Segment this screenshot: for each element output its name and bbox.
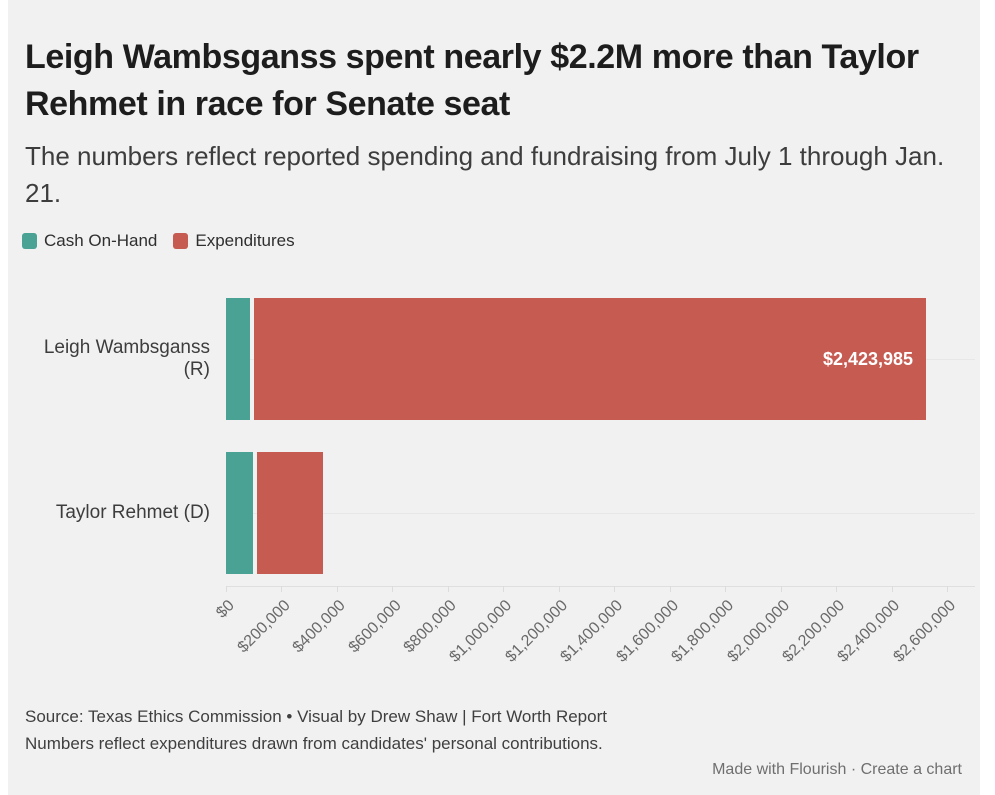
x-tick-mark bbox=[392, 586, 394, 592]
legend-item-expenditures[interactable]: Expenditures bbox=[173, 231, 295, 251]
x-tick-mark bbox=[891, 586, 893, 592]
bar-segment-expenditures[interactable]: $2,423,985 bbox=[253, 298, 927, 420]
bar-segment-expenditures[interactable] bbox=[256, 452, 324, 574]
x-tick-mark bbox=[226, 586, 227, 592]
chart-subtitle: The numbers reflect reported spending an… bbox=[25, 141, 945, 208]
create-a-chart-link[interactable]: Create a chart bbox=[860, 761, 962, 778]
category-label: Leigh Wambsganss (R) bbox=[43, 337, 210, 380]
legend: Cash On-Hand Expenditures bbox=[22, 231, 295, 251]
row-gridline bbox=[226, 513, 975, 514]
x-tick-mark bbox=[725, 586, 727, 592]
legend-swatch-cash-icon bbox=[22, 233, 37, 249]
credit-separator: · bbox=[850, 761, 857, 778]
legend-swatch-expenditures-icon bbox=[173, 233, 189, 249]
legend-label: Cash On-Hand bbox=[44, 231, 158, 250]
footer-text: Source: Texas Ethics Commission • Visual… bbox=[25, 703, 607, 757]
source-line: Source: Texas Ethics Commission • Visual… bbox=[25, 707, 607, 726]
x-tick-mark bbox=[503, 586, 505, 592]
bar-value-label: $2,423,985 bbox=[822, 348, 914, 369]
note-line: Numbers reflect expenditures drawn from … bbox=[25, 734, 603, 753]
bar-segment-cash-on-hand[interactable] bbox=[226, 298, 250, 420]
made-with-flourish-link[interactable]: Made with Flourish bbox=[712, 761, 847, 778]
flourish-credit: Made with Flourish · Create a chart bbox=[712, 761, 962, 779]
category-label: Taylor Rehmet (D) bbox=[55, 502, 210, 523]
x-axis-line bbox=[226, 586, 975, 587]
x-tick-mark bbox=[336, 586, 338, 592]
x-tick-mark bbox=[281, 586, 283, 592]
x-tick-mark bbox=[836, 586, 838, 592]
x-tick-mark bbox=[669, 586, 671, 592]
x-tick-mark bbox=[558, 586, 560, 592]
chart-title: Leigh Wambsganss spent nearly $2.2M more… bbox=[25, 38, 919, 123]
legend-label: Expenditures bbox=[195, 231, 295, 250]
x-tick-mark bbox=[447, 586, 449, 592]
x-tick-mark bbox=[947, 586, 948, 592]
bar-segment-cash-on-hand[interactable] bbox=[226, 452, 253, 574]
legend-item-cash-on-hand[interactable]: Cash On-Hand bbox=[22, 231, 157, 251]
x-tick-mark bbox=[780, 586, 782, 592]
x-tick-mark bbox=[614, 586, 616, 592]
